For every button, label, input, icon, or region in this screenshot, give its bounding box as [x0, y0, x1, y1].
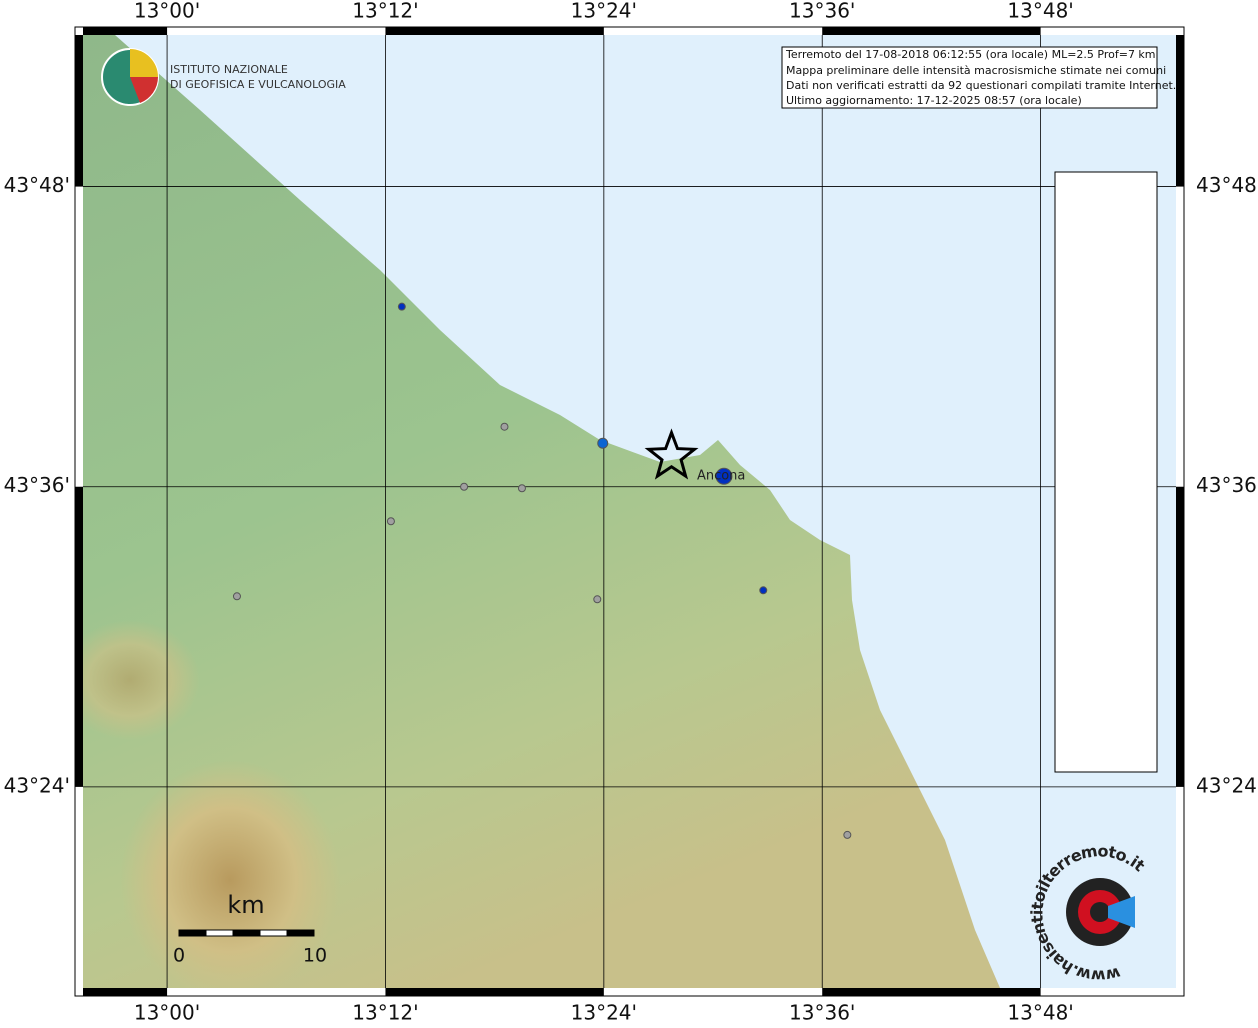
frame-band: [75, 486, 83, 787]
intensity-point: [500, 422, 509, 431]
frame-band: [75, 35, 83, 187]
frame-band: [385, 27, 604, 35]
scale-segment: [232, 929, 261, 937]
intensity-point: [597, 437, 609, 449]
intensity-point: [593, 595, 602, 604]
frame-band: [822, 27, 1041, 35]
lon-label: 13°12': [352, 0, 418, 23]
logo-text: ISTITUTO NAZIONALE: [170, 63, 288, 76]
info-line: Terremoto del 17-08-2018 06:12:55 (ora l…: [785, 48, 1156, 61]
intensity-point: [517, 484, 526, 493]
scale-label: 0: [173, 945, 185, 967]
lat-label: 43°24': [4, 773, 70, 797]
frame-band: [385, 988, 604, 996]
lon-label: 13°24': [571, 0, 637, 23]
intensity-point: [386, 517, 395, 526]
scale-segment: [286, 929, 315, 937]
scale-segment: [178, 929, 207, 937]
frame-band: [1176, 486, 1184, 787]
lon-label: 13°36': [789, 1001, 855, 1025]
info-line: Mappa preliminare delle intensità macros…: [786, 64, 1166, 77]
info-box: [781, 46, 1158, 109]
lon-label: 13°12': [352, 1001, 418, 1025]
intensity-point: [232, 592, 241, 601]
logo-target: [1090, 902, 1110, 922]
lat-label: 43°36': [4, 473, 70, 497]
lat-label: 43°36': [1196, 473, 1258, 497]
land: [83, 35, 1000, 988]
lon-label: 13°24': [571, 1001, 637, 1025]
frame-band: [83, 988, 168, 996]
lon-label: 13°48': [1007, 0, 1073, 23]
logo-text: DI GEOFISICA E VULCANOLOGIA: [170, 78, 346, 91]
intensity-point: [759, 586, 768, 595]
logo-segment: [130, 77, 158, 103]
relief: [83, 620, 200, 740]
epicenter: [644, 428, 699, 480]
map-base: [83, 35, 1176, 988]
frame-band: [1176, 35, 1184, 187]
lat-label: 43°48': [4, 173, 70, 197]
intensity-point: [715, 467, 733, 485]
logo-speaker: [1108, 896, 1135, 928]
frame-band: [83, 27, 168, 35]
lat-label: 43°48': [1196, 173, 1258, 197]
scale-unit: km: [227, 891, 264, 919]
info-line: Ultimo aggiornamento: 17-12-2025 08:57 (…: [786, 94, 1082, 107]
frame-band: [822, 988, 1041, 996]
scale-segment: [259, 929, 288, 937]
logo-segment: [130, 49, 158, 77]
lon-label: 13°48': [1007, 1001, 1073, 1025]
lat-label: 43°24': [1196, 773, 1258, 797]
place-label: Ancona: [697, 469, 745, 484]
legend-box: [1054, 171, 1158, 773]
scale-label: 10: [303, 945, 327, 967]
info-line: Dati non verificati estratti da 92 quest…: [786, 79, 1176, 92]
lon-label: 13°00': [134, 0, 200, 23]
scale-segment: [205, 929, 234, 937]
intensity-point: [460, 482, 469, 491]
lon-label: 13°00': [134, 1001, 200, 1025]
ingv-logo: ISTITUTO NAZIONALE DI GEOFISICA E VULCAN…: [101, 48, 346, 106]
intensity-point: [397, 302, 406, 311]
lon-label: 13°36': [789, 0, 855, 23]
intensity-point: [843, 830, 852, 839]
